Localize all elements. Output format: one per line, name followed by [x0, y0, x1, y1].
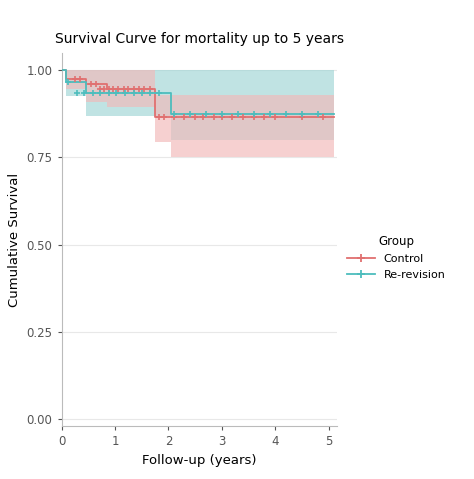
Title: Survival Curve for mortality up to 5 years: Survival Curve for mortality up to 5 yea…	[55, 32, 344, 46]
Y-axis label: Cumulative Survival: Cumulative Survival	[8, 172, 21, 307]
Legend: Control, Re-revision: Control, Re-revision	[347, 236, 446, 280]
X-axis label: Follow-up (years): Follow-up (years)	[142, 454, 256, 467]
